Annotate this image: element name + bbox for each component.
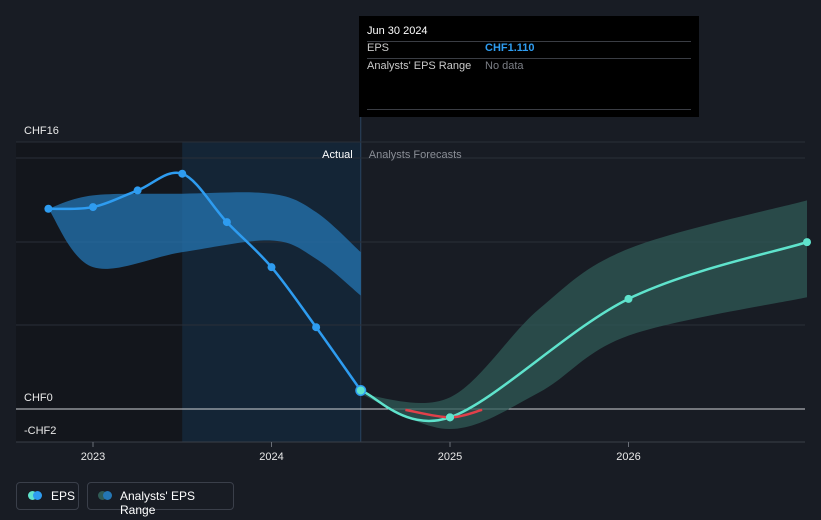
eps-point bbox=[803, 238, 811, 247]
eps-point bbox=[89, 203, 97, 212]
legend-item-eps[interactable]: EPS bbox=[16, 482, 79, 510]
eps-points bbox=[44, 169, 811, 422]
eps-point bbox=[356, 386, 365, 395]
chart-background-layer bbox=[16, 16, 362, 442]
tooltip-eps-value: CHF1.110 bbox=[485, 42, 535, 54]
eps-point bbox=[44, 204, 53, 213]
highlight-region bbox=[182, 142, 361, 442]
legend-item-range[interactable]: Analysts' EPS Range bbox=[87, 482, 234, 517]
x-tick-label: 2023 bbox=[81, 451, 105, 463]
tooltip-eps-row: EPS CHF1.110 bbox=[367, 42, 691, 58]
eps-line-forecast bbox=[360, 240, 808, 423]
tooltip-range-label: Analysts' EPS Range bbox=[367, 60, 472, 72]
actual-region-label: Actual bbox=[322, 149, 353, 161]
tooltip-divider bbox=[367, 58, 691, 59]
eps-range-bands bbox=[48, 192, 807, 430]
tooltip-eps-label: EPS bbox=[367, 42, 390, 54]
axis-labels: CHF16 CHF0 -CHF2 2023 2024 2025 2026 Actual Anal… bbox=[24, 125, 641, 463]
past-region-shade bbox=[16, 142, 183, 442]
eps-legend-icon bbox=[28, 491, 42, 500]
y-tick-label: -CHF2 bbox=[24, 425, 56, 437]
legend-dot bbox=[98, 491, 107, 500]
tooltip-date: Jun 30 2024 bbox=[367, 25, 428, 37]
tooltip-range-value: No data bbox=[485, 60, 524, 72]
legend-dot bbox=[33, 491, 42, 500]
eps-range-band-forecast bbox=[360, 200, 807, 430]
forecast-region-label: Analysts Forecasts bbox=[369, 149, 462, 161]
range-legend-icon bbox=[98, 491, 112, 500]
legend-dot bbox=[28, 491, 37, 500]
eps-point bbox=[624, 294, 633, 303]
tooltip-divider bbox=[367, 41, 691, 42]
legend-range-label: Analysts' EPS Range bbox=[120, 489, 195, 517]
tooltip-range-row: Analysts' EPS Range No data bbox=[367, 60, 691, 76]
eps-range-band-actual bbox=[48, 192, 361, 296]
data-tooltip: Jun 30 2024 EPS CHF1.110 Analysts' EPS R… bbox=[359, 16, 699, 117]
eps-point bbox=[267, 263, 276, 272]
legend-eps-label: EPS bbox=[51, 489, 76, 503]
legend-dot bbox=[103, 491, 112, 500]
tooltip-divider bbox=[367, 109, 691, 110]
x-tick-label: 2025 bbox=[438, 451, 462, 463]
eps-point bbox=[178, 169, 187, 178]
eps-point bbox=[446, 413, 454, 422]
eps-point bbox=[222, 218, 231, 227]
eps-point bbox=[312, 323, 321, 332]
y-tick-label: CHF16 bbox=[24, 125, 59, 137]
eps-point bbox=[133, 186, 142, 195]
x-tick-label: 2026 bbox=[616, 451, 640, 463]
x-tick-label: 2024 bbox=[259, 451, 283, 463]
y-tick-label: CHF0 bbox=[24, 392, 53, 404]
